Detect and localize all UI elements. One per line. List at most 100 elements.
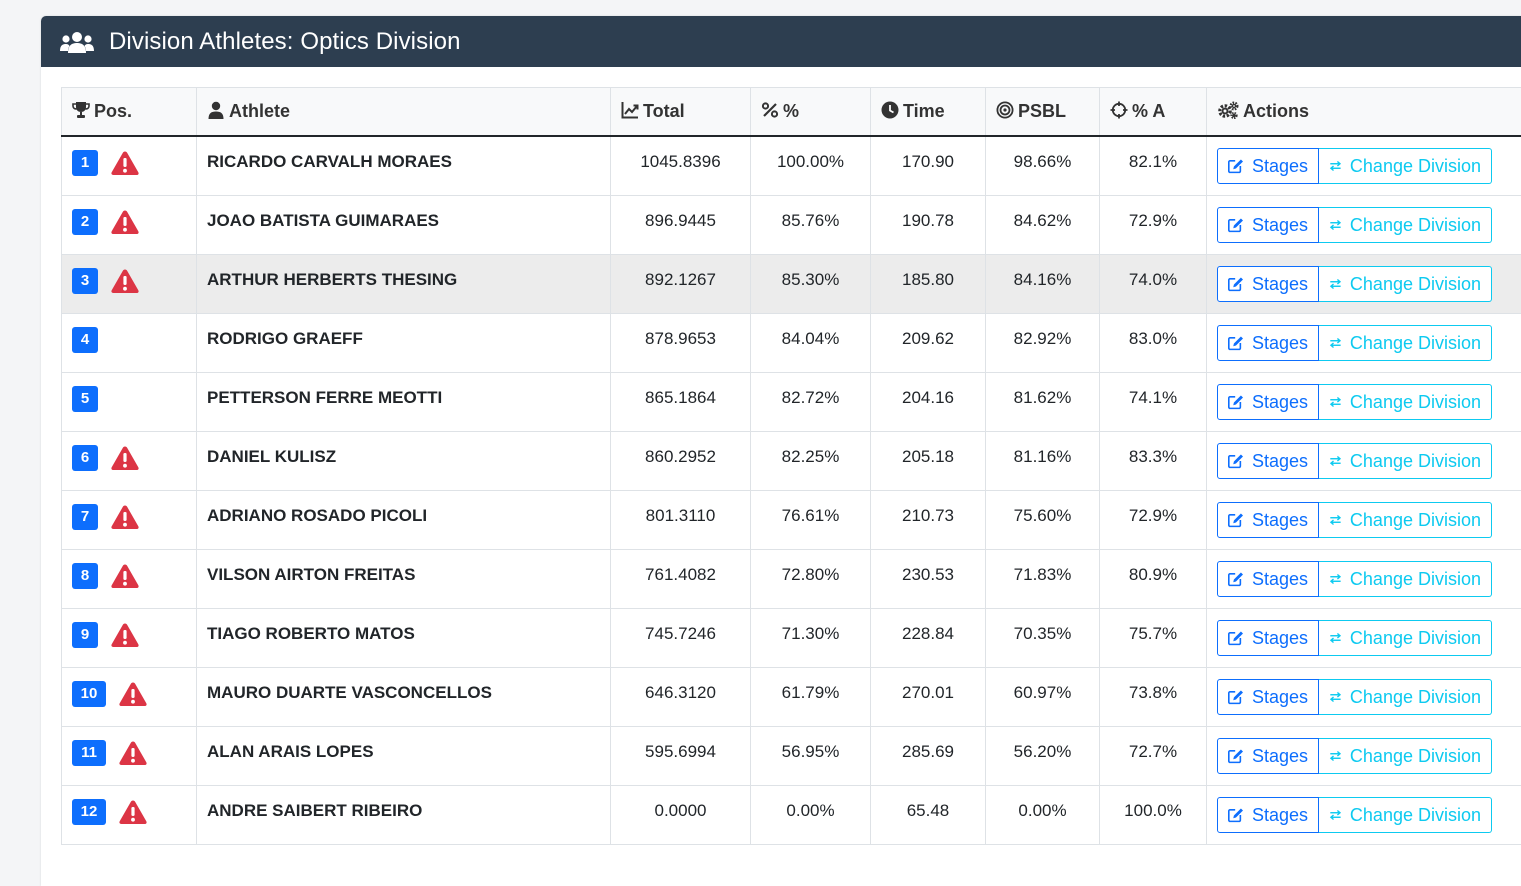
column-header-athlete[interactable]: Athlete xyxy=(197,88,611,137)
actions-cell: Stages Change Division xyxy=(1207,491,1521,550)
stages-button[interactable]: Stages xyxy=(1217,738,1319,774)
time-value: 205.18 xyxy=(871,432,986,491)
change-division-button[interactable]: Change Division xyxy=(1319,266,1492,302)
stages-button[interactable]: Stages xyxy=(1217,384,1319,420)
actions-cell: Stages Change Division xyxy=(1207,255,1521,314)
table-row: 11 ALAN ARAIS LOPES 595.6994 56.95% 285.… xyxy=(62,727,1521,786)
psbl-value: 81.16% xyxy=(986,432,1100,491)
edit-icon xyxy=(1228,688,1244,706)
change-division-button[interactable]: Change Division xyxy=(1319,679,1492,715)
exchange-icon xyxy=(1329,807,1342,823)
exchange-icon xyxy=(1329,512,1342,528)
actions-cell: Stages Change Division xyxy=(1207,314,1521,373)
column-header-psbl[interactable]: PSBL xyxy=(986,88,1100,137)
column-header-time[interactable]: Time xyxy=(871,88,986,137)
edit-icon xyxy=(1228,570,1244,588)
percent-value: 76.61% xyxy=(751,491,871,550)
stages-button[interactable]: Stages xyxy=(1217,325,1319,361)
edit-icon xyxy=(1228,629,1244,647)
actions-cell: Stages Change Division xyxy=(1207,196,1521,255)
percent-a-value: 73.8% xyxy=(1100,668,1207,727)
stages-button[interactable]: Stages xyxy=(1217,148,1319,184)
change-division-label: Change Division xyxy=(1350,569,1481,590)
athlete-name: VILSON AIRTON FREITAS xyxy=(197,550,611,609)
stages-button[interactable]: Stages xyxy=(1217,207,1319,243)
table-row: 12 ANDRE SAIBERT RIBEIRO 0.0000 0.00% 65… xyxy=(62,786,1521,845)
percent-value: 85.30% xyxy=(751,255,871,314)
stages-button[interactable]: Stages xyxy=(1217,679,1319,715)
change-division-button[interactable]: Change Division xyxy=(1319,148,1492,184)
card-header: Division Athletes: Optics Division xyxy=(41,16,1521,67)
actions-button-group: Stages Change Division xyxy=(1217,266,1492,302)
table-body: 1 RICARDO CARVALH MORAES 1045.8396 100.0… xyxy=(62,136,1521,845)
position-badge: 3 xyxy=(72,268,98,294)
percent-a-value: 72.7% xyxy=(1100,727,1207,786)
users-icon xyxy=(60,31,94,53)
time-value: 270.01 xyxy=(871,668,986,727)
percent-value: 56.95% xyxy=(751,727,871,786)
stages-button[interactable]: Stages xyxy=(1217,443,1319,479)
column-header-pct-a[interactable]: % A xyxy=(1100,88,1207,137)
percent-a-value: 83.0% xyxy=(1100,314,1207,373)
percent-value: 100.00% xyxy=(751,136,871,196)
change-division-button[interactable]: Change Division xyxy=(1319,738,1492,774)
psbl-value: 56.20% xyxy=(986,727,1100,786)
actions-cell: Stages Change Division xyxy=(1207,727,1521,786)
percent-value: 61.79% xyxy=(751,668,871,727)
column-header-pct[interactable]: % xyxy=(751,88,871,137)
percent-value: 82.72% xyxy=(751,373,871,432)
change-division-button[interactable]: Change Division xyxy=(1319,325,1492,361)
exchange-icon xyxy=(1329,276,1342,292)
position-badge: 9 xyxy=(72,622,98,648)
exchange-icon xyxy=(1329,630,1342,646)
edit-icon xyxy=(1228,393,1244,411)
athletes-table: Pos. Athlete Total xyxy=(61,87,1521,845)
stages-button[interactable]: Stages xyxy=(1217,502,1319,538)
stages-button[interactable]: Stages xyxy=(1217,620,1319,656)
change-division-button[interactable]: Change Division xyxy=(1319,443,1492,479)
actions-button-group: Stages Change Division xyxy=(1217,561,1492,597)
time-value: 285.69 xyxy=(871,727,986,786)
stages-button[interactable]: Stages xyxy=(1217,266,1319,302)
time-value: 210.73 xyxy=(871,491,986,550)
position-cell: 2 xyxy=(62,196,197,255)
time-value: 190.78 xyxy=(871,196,986,255)
table-row: 7 ADRIANO ROSADO PICOLI 801.3110 76.61% … xyxy=(62,491,1521,550)
percent-value: 0.00% xyxy=(751,786,871,845)
stages-label: Stages xyxy=(1252,746,1308,767)
stages-button[interactable]: Stages xyxy=(1217,797,1319,833)
position-cell: 7 xyxy=(62,491,197,550)
column-header-pos[interactable]: Pos. xyxy=(62,88,197,137)
psbl-value: 98.66% xyxy=(986,136,1100,196)
psbl-value: 60.97% xyxy=(986,668,1100,727)
change-division-label: Change Division xyxy=(1350,628,1481,649)
time-value: 230.53 xyxy=(871,550,986,609)
warning-icon xyxy=(110,445,140,471)
change-division-button[interactable]: Change Division xyxy=(1319,561,1492,597)
column-header-actions: Actions xyxy=(1207,88,1521,137)
total-score: 892.1267 xyxy=(611,255,751,314)
stages-label: Stages xyxy=(1252,215,1308,236)
stages-label: Stages xyxy=(1252,510,1308,531)
position-cell: 4 xyxy=(62,314,197,373)
athlete-name: TIAGO ROBERTO MATOS xyxy=(197,609,611,668)
table-row: 2 JOAO BATISTA GUIMARAES 896.9445 85.76%… xyxy=(62,196,1521,255)
change-division-button[interactable]: Change Division xyxy=(1319,797,1492,833)
change-division-label: Change Division xyxy=(1350,510,1481,531)
change-division-button[interactable]: Change Division xyxy=(1319,207,1492,243)
total-score: 1045.8396 xyxy=(611,136,751,196)
stages-button[interactable]: Stages xyxy=(1217,561,1319,597)
edit-icon xyxy=(1228,216,1244,234)
table-row: 6 DANIEL KULISZ 860.2952 82.25% 205.18 8… xyxy=(62,432,1521,491)
change-division-button[interactable]: Change Division xyxy=(1319,502,1492,538)
edit-icon xyxy=(1228,275,1244,293)
change-division-button[interactable]: Change Division xyxy=(1319,384,1492,420)
total-score: 878.9653 xyxy=(611,314,751,373)
exchange-icon xyxy=(1329,335,1342,351)
change-division-button[interactable]: Change Division xyxy=(1319,620,1492,656)
actions-button-group: Stages Change Division xyxy=(1217,325,1492,361)
column-header-total[interactable]: Total xyxy=(611,88,751,137)
position-badge: 12 xyxy=(72,799,106,825)
edit-icon xyxy=(1228,452,1244,470)
position-badge: 11 xyxy=(72,740,106,766)
